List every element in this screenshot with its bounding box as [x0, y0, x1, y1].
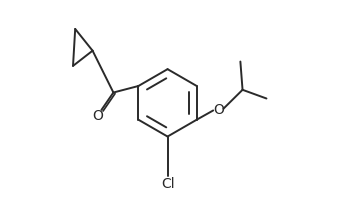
Text: O: O — [213, 103, 224, 117]
Text: Cl: Cl — [161, 177, 174, 191]
Text: O: O — [92, 109, 103, 124]
